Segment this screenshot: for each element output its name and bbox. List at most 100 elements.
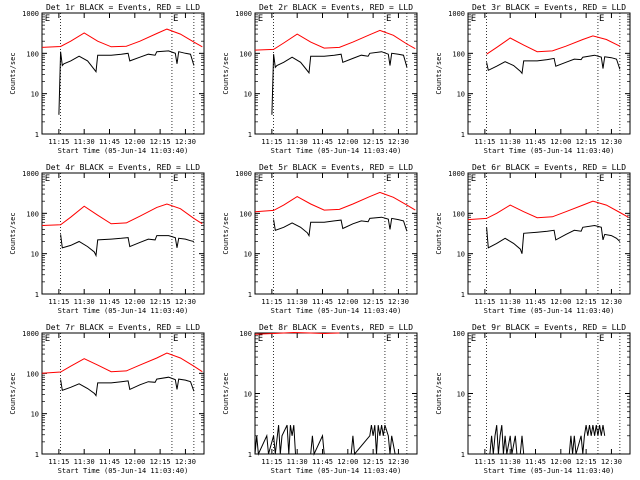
events-series-line — [58, 50, 195, 115]
y-tick-label: 10 — [31, 91, 39, 99]
y-tick-label: 1 — [35, 291, 39, 299]
x-tick-label: 12:30 — [175, 298, 196, 306]
y-tick-label: 100 — [26, 210, 39, 218]
y-tick-label: 100 — [239, 210, 252, 218]
lld-series-line — [467, 200, 629, 221]
x-tick-label: 11:15 — [261, 298, 282, 306]
y-tick-label: 10 — [244, 391, 252, 399]
y-tick-label: 10 — [244, 91, 252, 99]
y-tick-label: 10 — [31, 411, 39, 419]
y-axis-label: Counts/sec — [222, 52, 230, 94]
e-marker: E — [173, 174, 178, 184]
events-series-line — [489, 425, 606, 455]
x-tick-label: 11:45 — [312, 298, 333, 306]
y-axis-label: Counts/sec — [9, 52, 17, 94]
y-tick-label: 1 — [248, 451, 252, 459]
x-tick-label: 11:15 — [261, 458, 282, 466]
x-tick-label: 12:00 — [337, 458, 358, 466]
x-tick-label: 12:00 — [124, 458, 145, 466]
e-marker: E — [599, 174, 604, 184]
x-tick-label: 11:45 — [312, 458, 333, 466]
x-axis-label: Start Time (05-Jun-14 11:03:40) — [271, 467, 402, 475]
x-axis-label: Start Time (05-Jun-14 11:03:40) — [58, 467, 189, 475]
y-tick-label: 10 — [244, 251, 252, 259]
x-tick-label: 12:00 — [550, 298, 571, 306]
x-tick-label: 12:15 — [150, 298, 171, 306]
panel-title: Det 4r BLACK = Events, RED = LLD — [46, 163, 200, 172]
e-marker: E — [258, 334, 263, 344]
x-tick-label: 12:30 — [601, 298, 622, 306]
e-marker: E — [471, 14, 476, 24]
e-marker: E — [45, 334, 50, 344]
x-tick-label: 11:30 — [500, 458, 521, 466]
x-tick-label: 12:15 — [150, 458, 171, 466]
lld-series-line — [254, 331, 340, 335]
y-tick-label: 1 — [35, 131, 39, 139]
y-tick-label: 10 — [31, 251, 39, 259]
lld-series-line — [41, 203, 203, 226]
x-axis-label: Start Time (05-Jun-14 11:03:40) — [271, 147, 402, 155]
events-series-line — [486, 224, 621, 254]
x-tick-label: 12:15 — [363, 458, 384, 466]
x-tick-label: 12:30 — [388, 458, 409, 466]
x-axis-label: Start Time (05-Jun-14 11:03:40) — [484, 467, 615, 475]
lld-series-line — [486, 35, 621, 55]
x-tick-label: 11:30 — [74, 458, 95, 466]
y-tick-label: 1000 — [235, 10, 252, 18]
y-tick-label: 100 — [452, 330, 465, 338]
panel-title: Det 8r BLACK = Events, RED = LLD — [259, 323, 413, 332]
panel-title: Det 2r BLACK = Events, RED = LLD — [259, 3, 413, 12]
panel-title: Det 5r BLACK = Events, RED = LLD — [259, 163, 413, 172]
e-marker: E — [599, 14, 604, 24]
x-tick-label: 12:15 — [576, 138, 597, 146]
panel-title: Det 6r BLACK = Events, RED = LLD — [472, 163, 626, 172]
panel-title: Det 7r BLACK = Events, RED = LLD — [46, 323, 200, 332]
x-tick-label: 12:30 — [175, 458, 196, 466]
x-tick-label: 11:15 — [474, 138, 495, 146]
plot-frame — [467, 12, 631, 135]
e-marker: E — [386, 14, 391, 24]
e-marker: E — [386, 174, 391, 184]
x-tick-label: 11:15 — [474, 298, 495, 306]
detector-panel-7: Det 7r BLACK = Events, RED = LLD 1 10 100 10… — [9, 323, 205, 475]
lld-series-line — [41, 28, 203, 48]
plot-frame — [41, 172, 205, 295]
x-tick-label: 11:15 — [48, 138, 69, 146]
y-tick-label: 100 — [239, 330, 252, 338]
plot-frame — [41, 332, 205, 455]
y-tick-label: 10 — [457, 251, 465, 259]
x-tick-label: 12:00 — [337, 298, 358, 306]
y-tick-label: 100 — [26, 370, 39, 378]
x-tick-label: 11:15 — [261, 138, 282, 146]
y-tick-label: 1 — [248, 131, 252, 139]
plot-frame — [467, 172, 631, 295]
e-marker: E — [173, 14, 178, 24]
x-tick-label: 11:45 — [525, 458, 546, 466]
plot-frame — [467, 332, 631, 455]
x-tick-label: 12:15 — [150, 138, 171, 146]
y-tick-label: 1000 — [448, 170, 465, 178]
events-series-line — [271, 51, 408, 115]
x-tick-label: 11:30 — [74, 138, 95, 146]
x-tick-label: 12:15 — [576, 298, 597, 306]
x-tick-label: 11:15 — [474, 458, 495, 466]
x-tick-label: 12:15 — [363, 138, 384, 146]
x-tick-label: 11:30 — [74, 298, 95, 306]
x-tick-label: 11:45 — [525, 138, 546, 146]
y-tick-label: 1 — [461, 291, 465, 299]
x-tick-label: 12:00 — [124, 298, 145, 306]
panel-title: Det 9r BLACK = Events, RED = LLD — [472, 323, 626, 332]
y-tick-label: 100 — [452, 210, 465, 218]
e-marker: E — [45, 174, 50, 184]
y-axis-label: Counts/sec — [435, 372, 443, 414]
events-series-line — [60, 376, 195, 397]
y-axis-label: Counts/sec — [435, 52, 443, 94]
lld-series-line — [41, 352, 203, 374]
x-tick-label: 12:00 — [550, 138, 571, 146]
detector-panel-9: Det 9r BLACK = Events, RED = LLD 1 10 100 Co… — [435, 323, 631, 475]
x-axis-label: Start Time (05-Jun-14 11:03:40) — [484, 147, 615, 155]
y-tick-label: 1000 — [448, 10, 465, 18]
x-axis-label: Start Time (05-Jun-14 11:03:40) — [484, 307, 615, 315]
x-tick-label: 11:45 — [312, 138, 333, 146]
